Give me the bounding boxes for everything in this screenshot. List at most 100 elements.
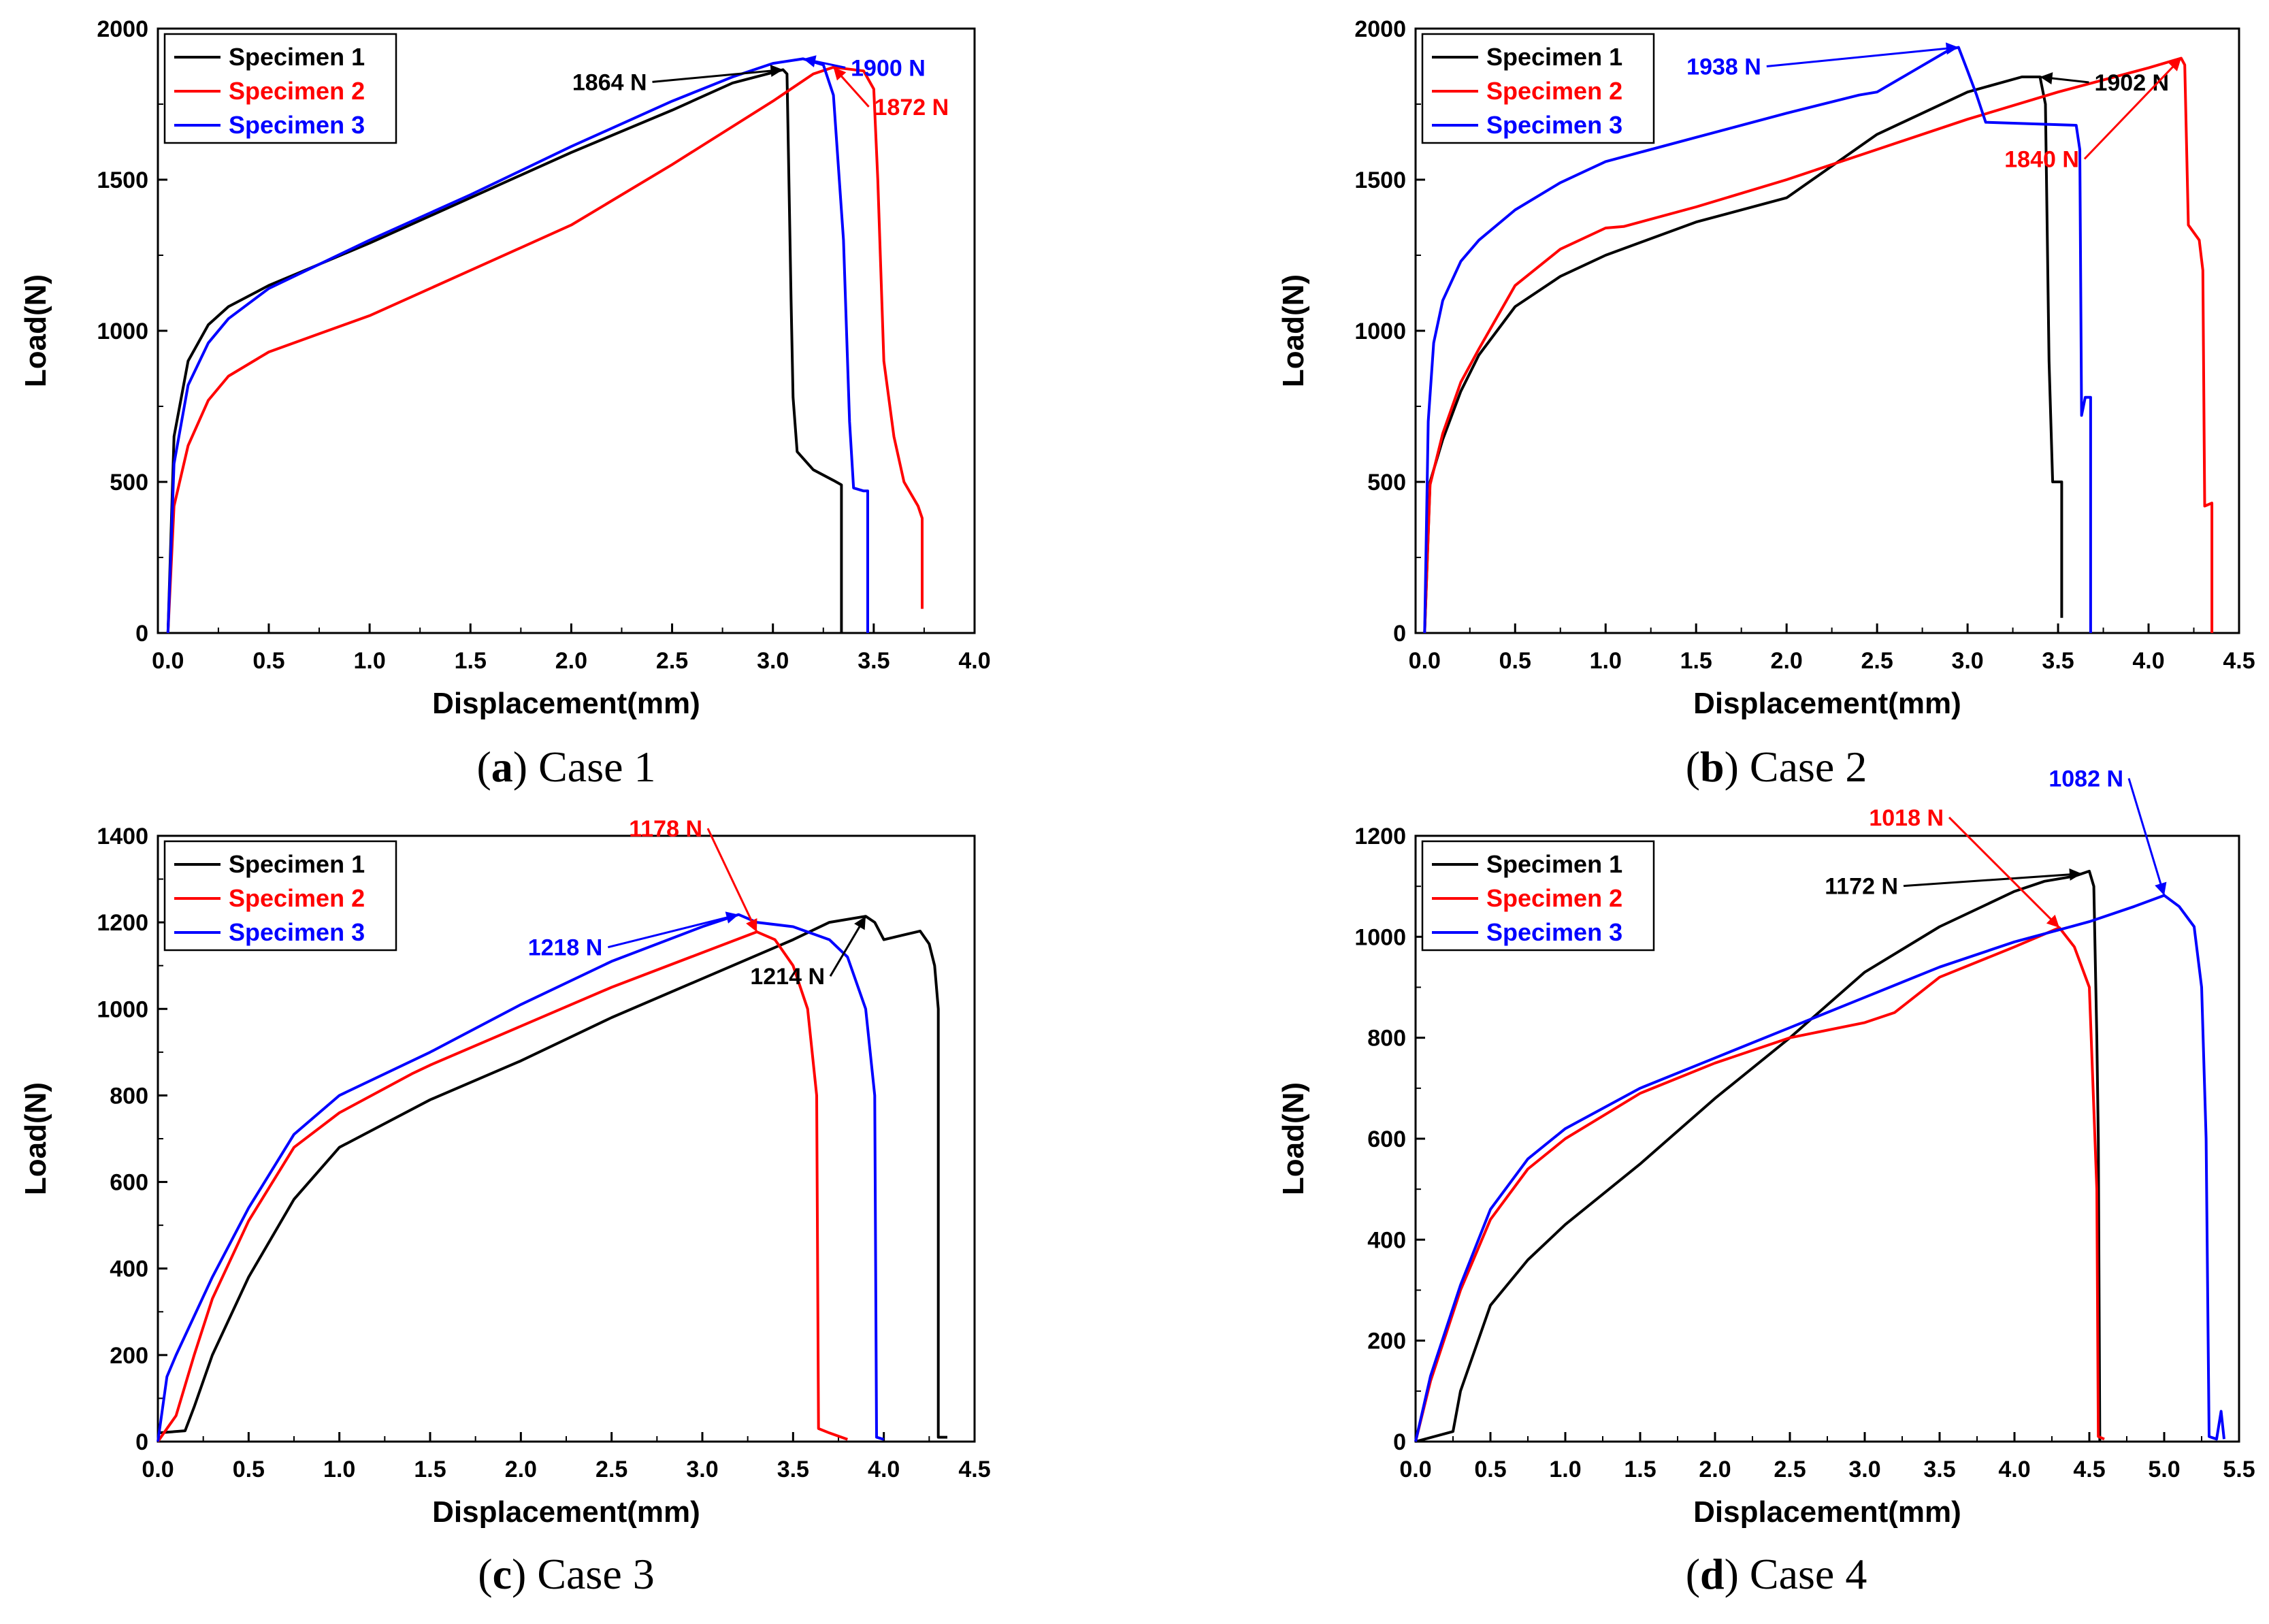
annotation-arrowhead — [854, 916, 866, 930]
annotation-arrowhead — [1946, 42, 1959, 55]
x-tick-label: 0.0 — [1399, 1457, 1431, 1482]
y-tick-label: 600 — [110, 1170, 148, 1196]
x-tick-label: 1.5 — [455, 648, 487, 674]
x-tick-label: 1.0 — [1590, 648, 1622, 674]
x-tick-label: 3.0 — [1848, 1457, 1880, 1482]
y-tick-label: 400 — [110, 1256, 148, 1282]
y-axis-label: Load(N) — [19, 274, 52, 387]
legend-entry: Specimen 1 — [1486, 850, 1622, 878]
annotation-arrowhead — [725, 911, 739, 924]
annotation-label: 1082 N — [2048, 766, 2123, 792]
panel-caption: (b) Case 2 — [1686, 743, 1867, 791]
panel-caption: (a) Case 1 — [476, 743, 655, 791]
x-tick-label: 0.0 — [152, 648, 184, 674]
x-tick-label: 1.5 — [1680, 648, 1712, 674]
annotation-arrow — [1903, 873, 2083, 888]
y-tick-label: 400 — [1367, 1227, 1406, 1253]
y-tick-label: 500 — [1367, 470, 1406, 496]
chart-panel-d: 0.0 0.5 1.0 1.5 2.0 2.5 3.0 3.5 4.0 4.5 5.0 5.5 0 200… — [1277, 766, 2255, 1598]
annotation-arrowhead — [2155, 881, 2167, 896]
series-line-specimen-3 — [1414, 894, 2225, 1442]
series-line-specimen-3 — [157, 913, 885, 1442]
series-line-specimen-2 — [166, 65, 924, 634]
y-axis-label: Load(N) — [19, 1082, 52, 1195]
y-tick-label: 800 — [1367, 1026, 1406, 1052]
x-tick-label: 2.5 — [656, 648, 688, 674]
annotation-label: 1218 N — [528, 935, 603, 961]
y-tick-label: 1000 — [97, 996, 148, 1022]
legend-entry: Specimen 2 — [229, 77, 365, 105]
y-tick-label: 1000 — [1354, 319, 1406, 344]
x-tick-label: 1.0 — [323, 1457, 355, 1482]
annotation-arrowhead — [2069, 868, 2082, 881]
y-axis-label: Load(N) — [1277, 274, 1310, 387]
x-tick-label: 1.0 — [1549, 1457, 1581, 1482]
x-tick-label: 4.5 — [958, 1457, 990, 1482]
x-tick-label: 3.5 — [858, 648, 889, 674]
x-tick-label: 0.0 — [1409, 648, 1441, 674]
y-tick-label: 1200 — [1354, 824, 1406, 849]
x-tick-label: 1.5 — [1624, 1457, 1656, 1482]
legend-entry: Specimen 2 — [229, 884, 365, 912]
y-tick-label: 500 — [110, 470, 148, 496]
x-tick-label: 3.5 — [1923, 1457, 1955, 1482]
chart-panel-b: 0.0 0.5 1.0 1.5 2.0 2.5 3.0 3.5 4.0 4.5 0 500 1000 15… — [1277, 16, 2255, 791]
legend-entry: Specimen 1 — [229, 850, 365, 878]
y-tick-label: 200 — [110, 1343, 148, 1369]
legend-entry: Specimen 3 — [229, 111, 365, 139]
annotation-label: 1938 N — [1686, 54, 1761, 80]
x-tick-label: 4.0 — [868, 1457, 900, 1482]
y-tick-label: 2000 — [97, 16, 148, 42]
x-axis-label: Displacement(mm) — [1693, 1495, 1961, 1529]
series-line-specimen-3 — [1423, 46, 2092, 634]
annotation-label: 1214 N — [750, 964, 825, 990]
annotation-arrow — [607, 913, 739, 949]
legend-entry: Specimen 2 — [1486, 884, 1622, 912]
x-tick-label: 2.0 — [1699, 1457, 1731, 1482]
legend-entry: Specimen 1 — [229, 43, 365, 71]
panel-caption: (d) Case 4 — [1686, 1550, 1867, 1598]
x-tick-label: 2.0 — [505, 1457, 537, 1482]
x-tick-label: 3.5 — [2042, 648, 2074, 674]
y-tick-label: 200 — [1367, 1329, 1406, 1354]
series-line-specimen-2 — [157, 930, 848, 1443]
y-tick-label: 0 — [1393, 621, 1406, 647]
annotation-label: 1864 N — [572, 69, 647, 95]
x-tick-label: 0.5 — [252, 648, 284, 674]
y-tick-label: 600 — [1367, 1126, 1406, 1152]
x-tick-label: 4.5 — [2223, 648, 2255, 674]
x-tick-label: 3.0 — [686, 1457, 718, 1482]
chart-panel-a: 0.0 0.5 1.0 1.5 2.0 2.5 3.0 3.5 4.0 0 500 1000 1500 2… — [19, 16, 991, 791]
annotation-arrow — [1948, 816, 2061, 929]
x-tick-label: 0.5 — [1474, 1457, 1506, 1482]
y-tick-label: 1000 — [97, 319, 148, 344]
y-tick-label: 2000 — [1354, 16, 1406, 42]
y-tick-label: 0 — [135, 1429, 148, 1455]
series-line-specimen-1 — [157, 915, 947, 1439]
x-tick-label: 3.0 — [757, 648, 789, 674]
x-tick-label: 1.0 — [353, 648, 385, 674]
annotation-arrowhead — [2040, 72, 2053, 84]
annotation-arrowhead — [2168, 58, 2181, 71]
x-axis-label: Displacement(mm) — [1693, 687, 1961, 720]
legend-entry: Specimen 3 — [1486, 111, 1622, 139]
x-tick-label: 5.0 — [2148, 1457, 2180, 1482]
x-tick-label: 5.5 — [2223, 1457, 2255, 1482]
annotation-label: 1178 N — [629, 816, 702, 842]
annotation-arrowhead — [803, 55, 817, 67]
annotation-arrowhead — [833, 67, 847, 81]
x-tick-label: 1.5 — [414, 1457, 446, 1482]
y-tick-label: 1200 — [97, 910, 148, 936]
x-tick-label: 4.0 — [2132, 648, 2164, 674]
y-tick-label: 1500 — [1354, 167, 1406, 193]
panel-caption: (c) Case 3 — [478, 1550, 654, 1598]
series-line-specimen-1 — [166, 68, 843, 634]
x-tick-label: 4.5 — [2073, 1457, 2105, 1482]
annotation-arrowhead — [2046, 914, 2059, 928]
series-line-specimen-1 — [1423, 76, 2063, 634]
x-tick-label: 2.5 — [1861, 648, 1893, 674]
annotation-label: 1172 N — [1825, 874, 1898, 900]
x-axis-label: Displacement(mm) — [432, 1495, 700, 1529]
x-tick-label: 0.5 — [233, 1457, 265, 1482]
legend-entry: Specimen 2 — [1486, 77, 1622, 105]
